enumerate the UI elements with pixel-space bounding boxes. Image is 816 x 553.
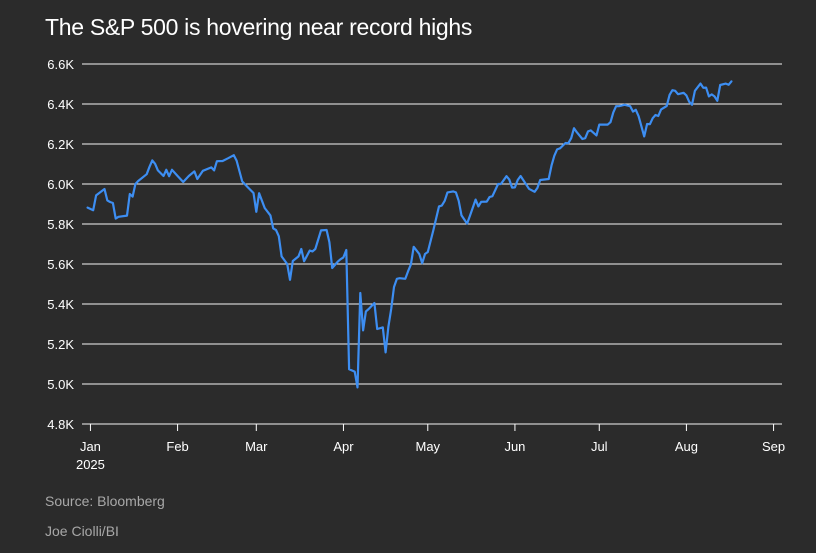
x-tick-year-label: 2025	[76, 457, 105, 472]
x-tick-label: Jan	[80, 439, 101, 454]
source-note: Source: Bloomberg	[45, 493, 165, 509]
author-credit: Joe Ciolli/BI	[45, 523, 119, 539]
y-tick-label: 5.0K	[47, 377, 74, 392]
x-tick-label: May	[416, 439, 441, 454]
y-tick-label: 5.2K	[47, 337, 74, 352]
y-tick-label: 5.8K	[47, 217, 74, 232]
x-tick-label: Feb	[166, 439, 188, 454]
x-tick-label: Aug	[675, 439, 698, 454]
x-tick-label: Jun	[504, 439, 525, 454]
y-tick-label: 5.6K	[47, 257, 74, 272]
y-tick-label: 5.4K	[47, 297, 74, 312]
series-line-sp500	[86, 80, 733, 389]
y-tick-label: 4.8K	[47, 417, 74, 432]
y-tick-label: 6.4K	[47, 97, 74, 112]
x-tick-label: Mar	[245, 439, 268, 454]
chart-title: The S&P 500 is hovering near record high…	[45, 14, 473, 40]
x-tick-label: Sep	[762, 439, 785, 454]
y-tick-label: 6.0K	[47, 177, 74, 192]
x-tick-label: Apr	[333, 439, 354, 454]
x-tick-label: Jul	[591, 439, 608, 454]
y-tick-label: 6.2K	[47, 137, 74, 152]
y-tick-label: 6.6K	[47, 57, 74, 72]
